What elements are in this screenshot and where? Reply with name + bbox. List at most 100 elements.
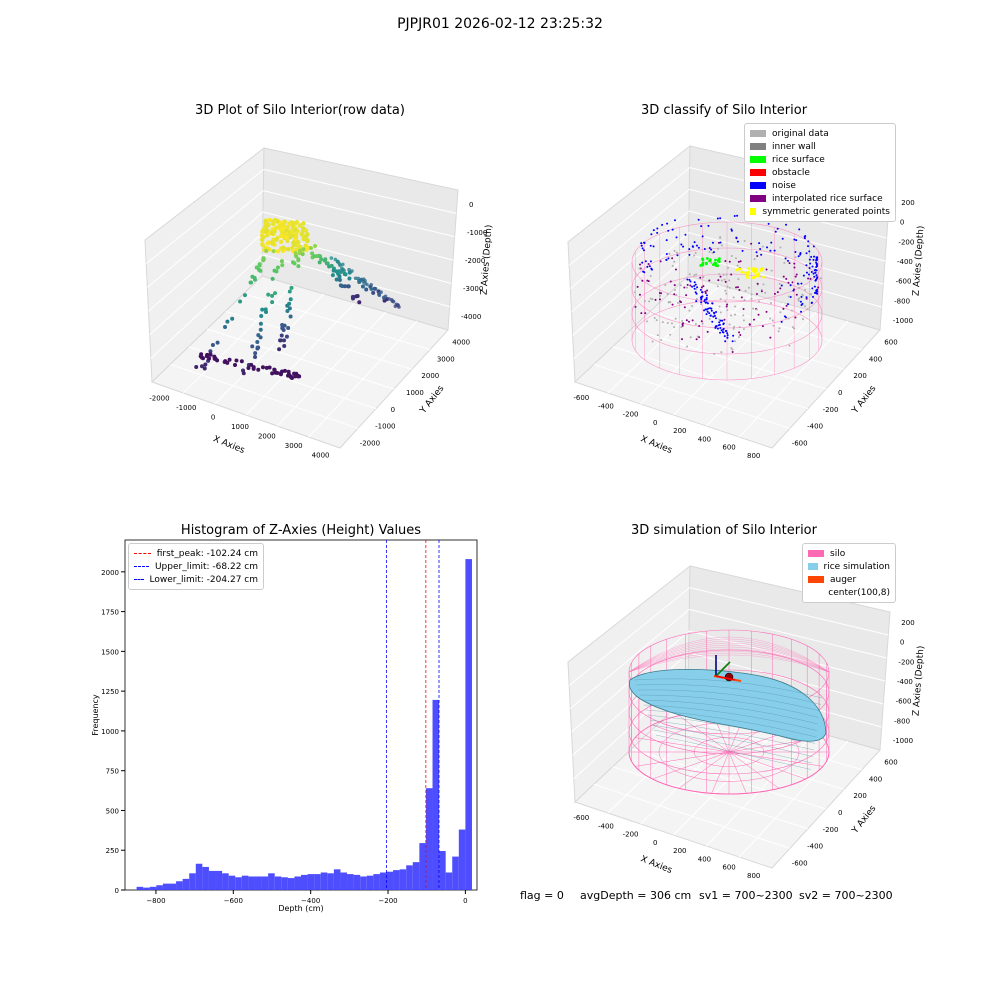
p1-point <box>343 284 348 289</box>
p2-point <box>717 279 720 282</box>
p1-point <box>289 285 294 290</box>
p2-point <box>743 239 746 242</box>
p2-noise-point <box>759 247 762 250</box>
p1-point <box>272 367 277 372</box>
p1-point <box>333 257 338 262</box>
histogram-bar <box>353 874 361 890</box>
p1-point <box>258 335 263 340</box>
p2-point <box>792 326 795 329</box>
p2-point <box>726 309 729 312</box>
p2-point <box>649 297 652 300</box>
p1-point <box>363 281 367 285</box>
p2-symmetric-point <box>737 267 741 271</box>
p2-z-tick-label: -200 <box>898 238 914 246</box>
p2-point <box>685 294 688 297</box>
p2-noise-point <box>785 223 788 226</box>
p2-point <box>785 304 788 307</box>
p1-point <box>277 347 282 352</box>
p2-point <box>680 338 683 341</box>
p2-point <box>801 293 804 296</box>
p2-noise-point <box>693 287 696 290</box>
histogram-bar <box>189 873 196 890</box>
p1-point <box>208 349 213 354</box>
p2-noise-point <box>722 327 725 330</box>
p1-point <box>270 300 275 305</box>
p2-noise-point <box>703 309 706 312</box>
p2-point <box>736 264 739 267</box>
p2-point <box>685 319 688 322</box>
histogram-y-tick-label: 1250 <box>101 688 119 696</box>
p2-noise-point <box>643 241 646 244</box>
p2-noise-point <box>812 272 815 275</box>
p2-point <box>724 289 727 292</box>
p2-rice-point <box>701 258 704 261</box>
p1-point <box>353 276 358 281</box>
p2-point <box>769 317 772 320</box>
p2-point <box>718 305 721 308</box>
p2-point <box>726 303 729 306</box>
p1-point <box>215 340 220 345</box>
p2-point <box>649 274 652 277</box>
p1-point <box>282 343 287 348</box>
p1-point <box>292 242 297 247</box>
p1-point <box>257 267 262 272</box>
p2-point <box>702 285 705 288</box>
p2-noise-point <box>689 280 692 283</box>
p2-point <box>699 276 702 279</box>
p1-floor-grid <box>243 293 431 351</box>
histogram-bar <box>425 788 433 890</box>
p2-point <box>673 326 676 329</box>
p2-noise-point <box>795 239 798 242</box>
p2-point <box>791 281 794 284</box>
p4-silo-dome-wire <box>628 648 830 673</box>
histogram-bar <box>254 876 262 890</box>
p2-point <box>798 297 801 300</box>
p2-point <box>727 266 730 269</box>
histogram-bar <box>458 829 466 890</box>
p2-point <box>787 281 790 284</box>
p1-point <box>360 284 365 289</box>
p2-noise-point <box>701 295 704 298</box>
p1-point <box>261 256 266 261</box>
histogram-x-tick-label: −400 <box>301 897 320 905</box>
p2-point <box>753 258 756 261</box>
p2-point <box>769 301 772 304</box>
p2-point <box>730 347 733 350</box>
p4-x-tick-label: 600 <box>722 864 735 872</box>
p2-point <box>782 307 785 310</box>
p2-noise-point <box>730 228 733 231</box>
p2-point <box>769 336 772 339</box>
p2-point <box>785 277 788 280</box>
p2-point <box>734 313 737 316</box>
p2-point <box>723 318 726 321</box>
p2-point <box>726 285 729 288</box>
p2-z-tick-label: 0 <box>900 219 904 227</box>
p4-rice-mesh <box>655 734 812 770</box>
p2-noise-point <box>793 238 796 241</box>
p2-point <box>683 306 686 309</box>
p4-y-tick-label: -200 <box>823 826 839 834</box>
p2-z-tick-label: -1000 <box>893 317 913 325</box>
p1-point <box>294 247 299 252</box>
p2-noise-point <box>650 233 653 236</box>
p2-symmetric-point <box>754 269 758 273</box>
p1-point <box>293 234 299 240</box>
legend-line <box>134 566 149 567</box>
p2-point <box>794 316 797 319</box>
p2-point <box>669 333 672 336</box>
p1-point <box>267 247 272 252</box>
p2-noise-point <box>787 303 790 306</box>
p2-noise-point <box>688 253 691 256</box>
p4-silo-ring <box>628 669 830 755</box>
p1-point <box>286 325 291 330</box>
p2-noise-point <box>815 259 818 262</box>
legend-interpolated: interpolated rice surface <box>750 192 890 205</box>
p2-noise-point <box>649 244 652 247</box>
histogram-bar <box>333 869 341 890</box>
p1-y-tick-label: 4000 <box>452 338 470 346</box>
p2-noise-point <box>696 286 699 289</box>
p2-point <box>689 284 692 287</box>
p2-point <box>723 278 726 281</box>
legend-symmetric: symmetric generated points <box>750 205 890 218</box>
p1-point <box>264 310 269 315</box>
